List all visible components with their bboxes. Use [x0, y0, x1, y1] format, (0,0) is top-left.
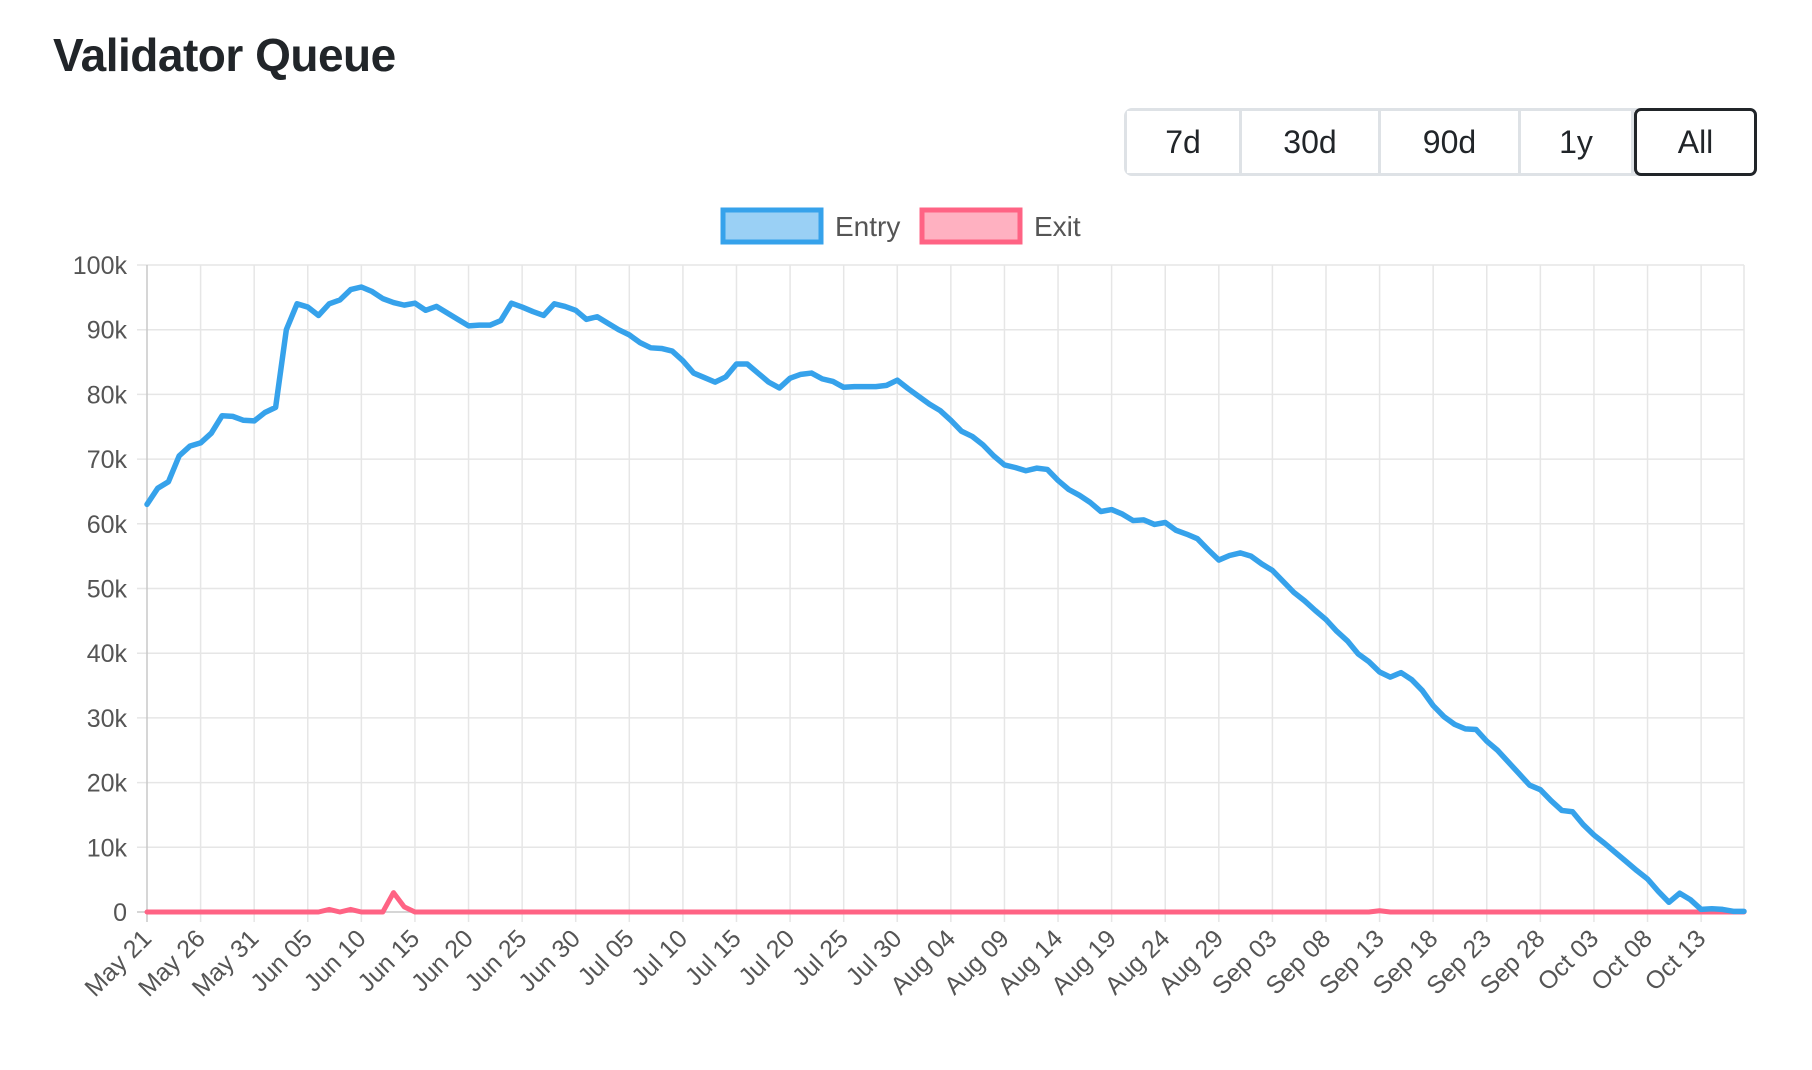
y-tick-label: 20k — [87, 770, 128, 798]
x-tick-label: Oct 13 — [1639, 924, 1711, 996]
x-tick-label: Jul 25 — [787, 924, 854, 991]
x-tick-label: Jul 20 — [733, 924, 800, 991]
range-button-30d[interactable]: 30d — [1242, 111, 1381, 173]
x-tick-label: Oct 03 — [1532, 924, 1604, 996]
range-button-90d[interactable]: 90d — [1381, 111, 1521, 173]
legend-item-exit[interactable]: Exit — [919, 207, 1081, 245]
range-button-7d[interactable]: 7d — [1127, 111, 1242, 173]
exit-series-line — [144, 890, 1747, 915]
x-tick-label: Jul 15 — [680, 924, 747, 991]
y-tick-label: 70k — [87, 446, 128, 474]
x-tick-label: Jul 10 — [626, 924, 693, 991]
page-title: Validator Queue — [53, 29, 396, 81]
chart-grid — [137, 264, 1745, 922]
y-tick-label: 60k — [87, 511, 128, 539]
y-tick-label: 10k — [87, 834, 128, 862]
legend-swatch — [720, 207, 824, 245]
time-range-selector: 7d 30d 90d 1y All — [1124, 108, 1757, 176]
x-tick-label: Oct 08 — [1586, 924, 1658, 996]
legend-item-entry[interactable]: Entry — [720, 207, 900, 245]
y-tick-label: 90k — [87, 317, 128, 345]
y-tick-label: 0 — [113, 899, 127, 927]
y-tick-label: 50k — [87, 576, 128, 604]
range-button-1y[interactable]: 1y — [1521, 111, 1634, 173]
entry-series-line — [144, 284, 1747, 915]
x-tick-label: Jul 05 — [573, 924, 640, 991]
y-tick-label: 40k — [87, 640, 128, 668]
y-tick-label: 100k — [73, 252, 128, 280]
chart-legend: Entry Exit — [720, 207, 1081, 245]
x-tick-label: Jun 30 — [513, 924, 586, 997]
y-tick-label: 30k — [87, 705, 128, 733]
range-button-all[interactable]: All — [1634, 108, 1757, 176]
legend-label: Entry — [835, 211, 900, 242]
legend-label: Exit — [1034, 211, 1081, 242]
y-tick-label: 80k — [87, 381, 128, 409]
legend-swatch — [919, 207, 1023, 245]
